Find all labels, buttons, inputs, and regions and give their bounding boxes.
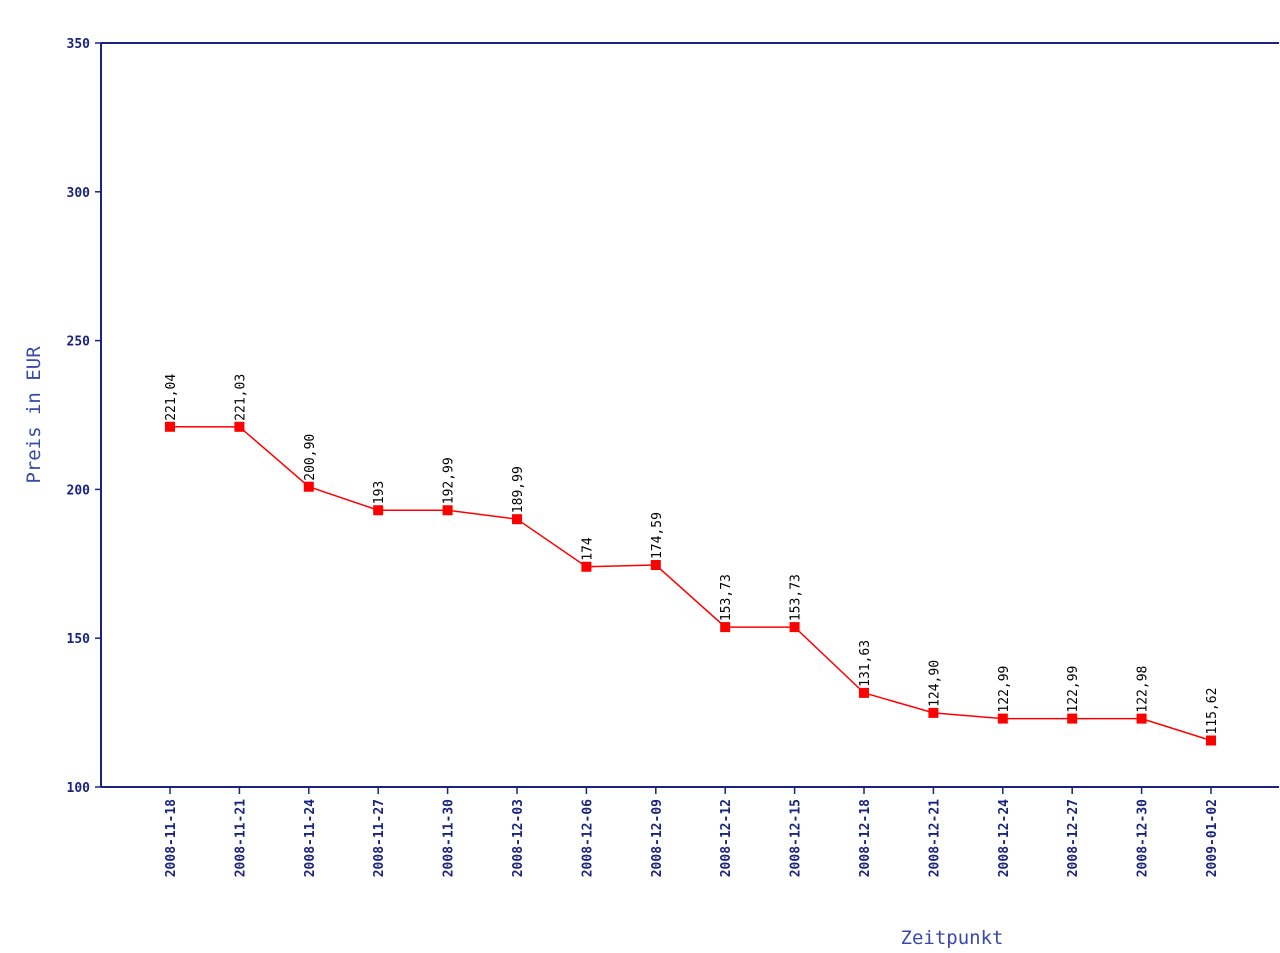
data-label: 122,98 <box>1136 666 1151 713</box>
x-tick-label: 2008-12-27 <box>1066 799 1081 877</box>
x-tick-label: 2008-12-06 <box>580 799 595 877</box>
data-labels: 221,04 221,03 200,90 193 192,99 189,99 174 174,… <box>164 374 1220 735</box>
data-label: 122,99 <box>997 666 1012 713</box>
y-tick-label: 150 <box>67 632 91 647</box>
data-point <box>859 687 869 698</box>
x-tick-label: 2008-12-15 <box>789 799 804 877</box>
x-tick-label: 2008-12-12 <box>719 799 734 877</box>
data-point <box>720 622 731 633</box>
x-tick-label: 2008-11-24 <box>303 799 318 877</box>
data-label: 200,90 <box>303 434 318 481</box>
series-line-price <box>169 426 1212 742</box>
x-tick-label: 2008-12-21 <box>927 799 942 877</box>
series-price <box>169 426 1212 742</box>
x-tick-label: 2008-11-27 <box>372 799 387 877</box>
x-tick-label: 2008-11-30 <box>442 799 457 877</box>
x-tick-label: 2008-12-18 <box>858 799 873 877</box>
data-label: 189,99 <box>511 466 526 513</box>
data-label: 122,99 <box>1066 666 1081 713</box>
x-tick-label: 2009-01-02 <box>1205 799 1220 877</box>
data-label: 153,73 <box>719 574 734 621</box>
y-axis-ticks: 100 150 200 250 300 350 <box>67 37 101 796</box>
data-point <box>650 560 661 571</box>
y-tick-label: 100 <box>67 781 91 796</box>
data-point <box>581 561 592 572</box>
x-tick-label: 2008-12-03 <box>511 799 526 877</box>
x-axis-title: Zeitpunkt <box>901 927 1004 948</box>
x-tick-label: 2008-12-30 <box>1136 799 1151 877</box>
data-label: 193 <box>372 481 387 504</box>
data-label: 221,04 <box>164 374 179 421</box>
data-point <box>512 514 522 525</box>
y-tick-label: 250 <box>67 335 91 350</box>
data-label: 221,03 <box>233 374 248 421</box>
y-tick-label: 200 <box>67 483 91 498</box>
data-point <box>1136 713 1147 724</box>
data-point <box>442 505 453 516</box>
data-label: 174 <box>580 537 595 561</box>
data-point <box>165 421 175 432</box>
data-label: 174,59 <box>650 512 665 559</box>
data-label: 124,90 <box>927 660 942 707</box>
data-point <box>303 481 314 492</box>
y-tick-label: 300 <box>67 186 91 201</box>
data-label: 192,99 <box>442 457 457 504</box>
y-axis-title: Preis in EUR <box>23 346 45 484</box>
data-point <box>928 707 939 718</box>
axes <box>100 42 1279 788</box>
data-label: 131,63 <box>858 640 873 687</box>
data-point <box>1067 713 1078 724</box>
x-axis-ticks: 2008-11-18 2008-11-21 2008-11-24 2008-11-27… <box>164 787 1220 877</box>
x-tick-label: 2008-12-09 <box>650 799 665 877</box>
x-tick-label: 2008-12-24 <box>997 799 1012 877</box>
y-tick-label: 350 <box>67 37 91 52</box>
data-point <box>1206 735 1216 746</box>
data-point <box>373 505 384 516</box>
data-label: 153,73 <box>789 574 804 621</box>
x-tick-label: 2008-11-21 <box>233 799 248 877</box>
data-point <box>997 713 1008 724</box>
series-markers <box>165 421 1216 746</box>
data-point <box>234 421 245 432</box>
data-label: 115,62 <box>1205 688 1220 735</box>
x-tick-label: 2008-11-18 <box>164 799 179 877</box>
data-point <box>789 622 800 633</box>
